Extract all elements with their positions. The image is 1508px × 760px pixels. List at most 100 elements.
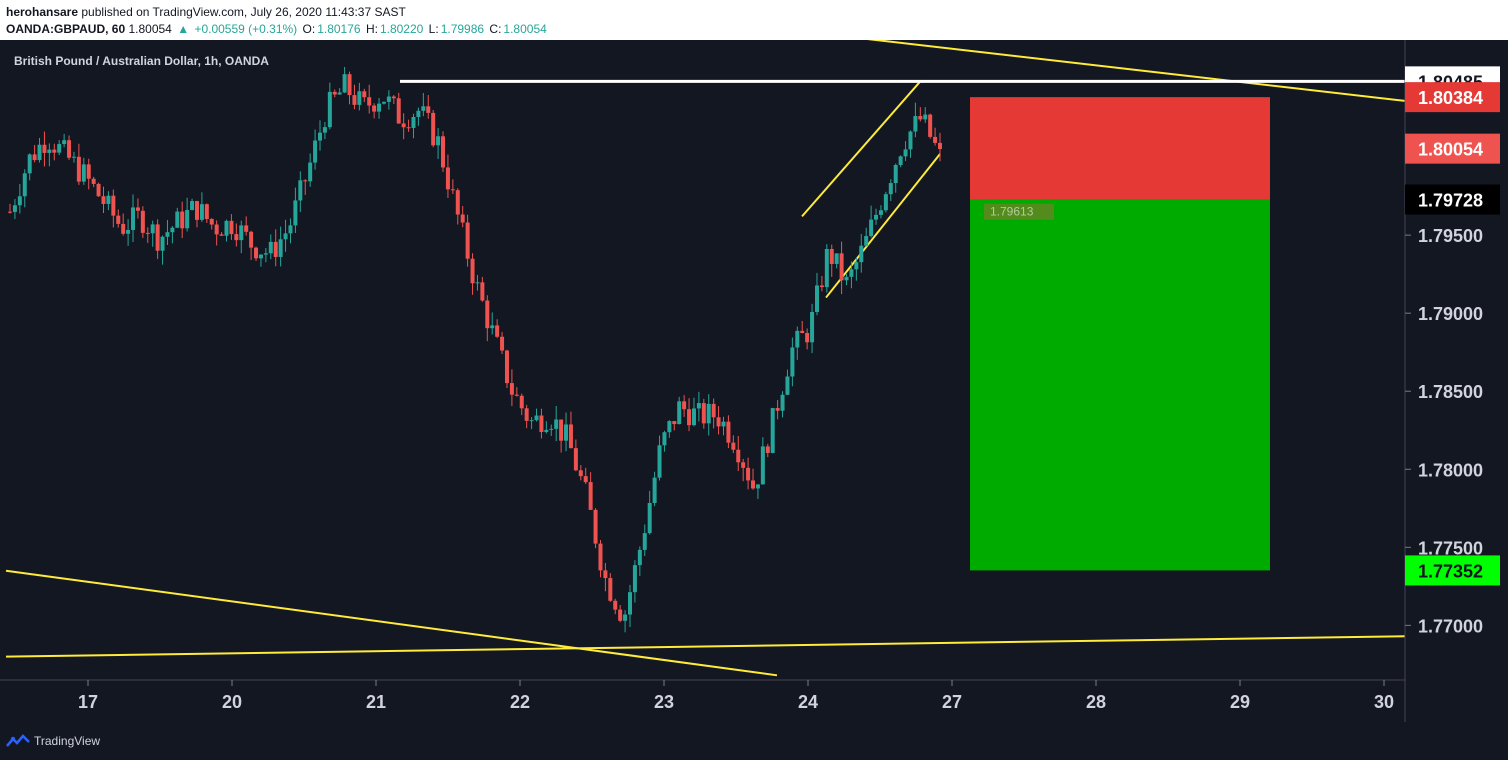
candle-body [780,394,785,411]
candle-body [687,409,692,426]
trendline-3 [801,79,922,218]
candle-body [431,112,436,146]
publish-info: herohansare published on TradingView.com… [6,5,406,19]
candle-body [755,484,760,489]
candle-body [391,96,396,99]
y-tick-label: 1.77000 [1418,616,1483,636]
candle-body [544,429,549,433]
candle-body [554,419,559,429]
candle-body [426,106,431,113]
candle-body [706,403,711,424]
candle-body [322,127,327,133]
candle-body [480,282,485,301]
candle-body [854,262,859,270]
candle-body [805,333,810,343]
candle-body [455,190,460,215]
candle-body [524,408,529,421]
candle-body [874,214,879,220]
y-tick-label: 1.77500 [1418,538,1483,558]
candle-body [445,167,450,190]
candle-body [140,210,145,233]
candle-body [691,408,696,426]
candle-body [504,350,509,384]
candle-body [514,394,519,396]
candle-body [17,196,22,206]
tradingview-logo[interactable]: TradingView [6,734,100,748]
candle-body [357,91,362,105]
candle-body [111,195,116,216]
author-name[interactable]: herohansare [6,5,79,19]
candle-body [12,205,17,212]
low-label: L: [428,22,439,36]
chart-title: British Pound / Australian Dollar, 1h, O… [14,54,269,68]
candle-body [623,614,628,621]
x-tick-label: 23 [654,692,674,712]
candle-body [667,421,672,433]
candle-body [495,325,500,337]
candle-body [583,476,588,483]
candle-body [647,503,652,534]
symbol-label: OANDA:GBPAUD, 60 [6,22,126,36]
candle-body [204,204,209,220]
candle-body [308,162,313,182]
candle-body [67,140,72,158]
candle-body [347,74,352,96]
candle-body [381,101,386,104]
candle-body [209,219,214,225]
price-chart[interactable]: 1.79613 British Pound / Australian Dolla… [0,40,1508,722]
candle-body [898,156,903,165]
x-tick-label: 17 [78,692,98,712]
candle-body [244,225,249,232]
candle-body [938,142,942,149]
candle-body [8,211,12,213]
candle-body [893,164,898,184]
candle-body [249,231,254,248]
candle-body [790,347,795,377]
candle-body [411,116,416,128]
candle-body [27,154,32,174]
candle-body [913,116,918,132]
candle-body [824,248,829,288]
ohlc-line: OANDA:GBPAUD, 60 1.80054 ▲ +0.00559 (+0.… [6,22,549,36]
last-price: 1.80054 [128,22,172,36]
close-label: C: [489,22,502,36]
candle-body [731,442,736,450]
price-axis[interactable]: 1.804851.803841.800541.797281.795001.790… [1405,66,1500,636]
candle-body [908,131,913,150]
candle-body [696,403,701,409]
candle-body [254,247,259,259]
trendline-4 [825,153,941,299]
take-profit-zone [970,199,1270,571]
x-tick-label: 29 [1230,692,1250,712]
x-tick-label: 22 [510,692,530,712]
y-tick-label: 1.79000 [1418,304,1483,324]
candle-body [834,253,839,264]
candle-body [878,210,883,215]
candle-body [485,300,490,329]
candle-body [57,144,62,153]
candle-body [47,149,52,153]
candle-body [918,116,923,120]
candle-body [819,285,824,288]
candle-body [401,123,406,128]
candle-body [613,600,618,610]
high-label: H: [365,22,378,36]
candle-body [288,225,293,234]
candle-body [441,136,446,168]
candle-body [564,424,569,441]
candle-body [652,477,657,504]
candle-body [194,201,199,220]
candle-body [180,211,185,229]
time-axis[interactable]: 17 20 21 22 23 24 27 28 29 30 [78,680,1394,712]
open-label: O: [302,22,316,36]
candle-body [52,149,57,153]
candle-body [883,194,888,211]
candle-body [608,578,613,601]
candle-body [632,565,637,593]
candle-body [155,224,160,251]
candle-body [741,462,746,468]
candle-body [293,200,298,226]
candle-body [219,234,224,236]
candle-body [76,156,81,182]
candle-body [662,432,667,446]
